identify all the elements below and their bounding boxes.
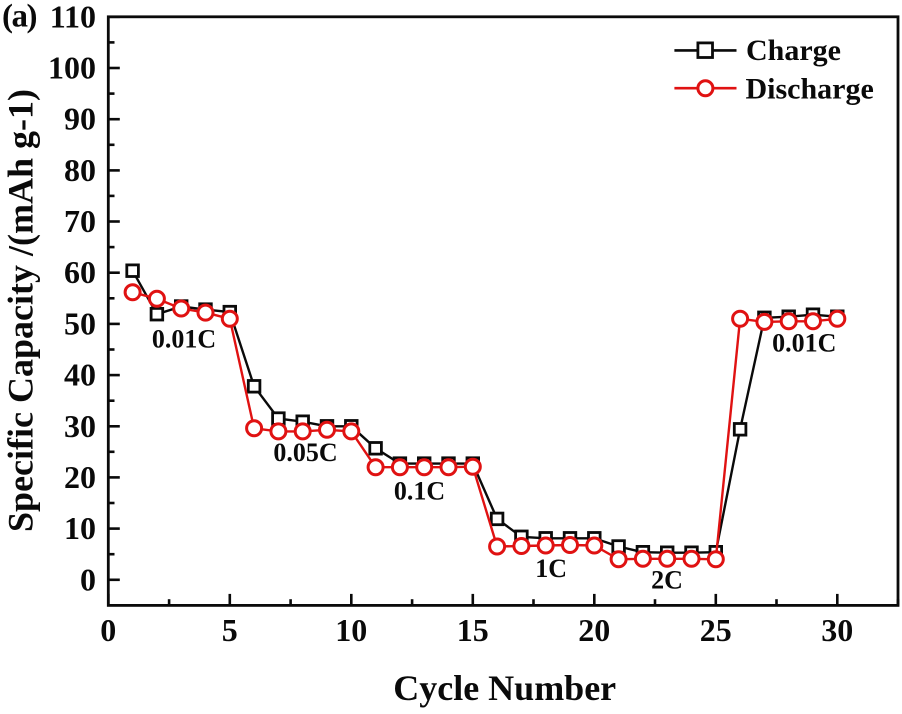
svg-text:0.01C: 0.01C bbox=[152, 325, 216, 354]
svg-text:Charge: Charge bbox=[746, 34, 841, 67]
svg-text:30: 30 bbox=[64, 408, 96, 444]
svg-text:25: 25 bbox=[700, 612, 732, 648]
svg-text:0: 0 bbox=[80, 561, 96, 597]
svg-text:Specific Capacity /(mAh g-1): Specific Capacity /(mAh g-1) bbox=[0, 89, 40, 532]
svg-text:20: 20 bbox=[64, 459, 96, 495]
svg-text:Discharge: Discharge bbox=[746, 73, 874, 106]
svg-text:Cycle Number: Cycle Number bbox=[393, 668, 616, 708]
svg-text:15: 15 bbox=[457, 612, 489, 648]
svg-text:0.01C: 0.01C bbox=[772, 329, 836, 358]
svg-text:20: 20 bbox=[578, 612, 610, 648]
svg-text:1C: 1C bbox=[535, 554, 567, 583]
svg-text:10: 10 bbox=[335, 612, 367, 648]
svg-text:(a): (a) bbox=[2, 0, 36, 35]
svg-text:80: 80 bbox=[64, 152, 96, 188]
svg-text:90: 90 bbox=[64, 101, 96, 137]
svg-text:50: 50 bbox=[64, 305, 96, 341]
svg-text:70: 70 bbox=[64, 203, 96, 239]
svg-text:0: 0 bbox=[100, 612, 116, 648]
svg-text:5: 5 bbox=[222, 612, 238, 648]
svg-text:2C: 2C bbox=[651, 566, 683, 595]
svg-text:60: 60 bbox=[64, 254, 96, 290]
svg-text:100: 100 bbox=[48, 50, 96, 86]
svg-text:30: 30 bbox=[821, 612, 853, 648]
svg-text:110: 110 bbox=[50, 0, 96, 34]
svg-text:0.05C: 0.05C bbox=[273, 438, 337, 467]
svg-text:10: 10 bbox=[64, 510, 96, 546]
svg-text:40: 40 bbox=[64, 357, 96, 393]
svg-text:0.1C: 0.1C bbox=[394, 477, 445, 506]
